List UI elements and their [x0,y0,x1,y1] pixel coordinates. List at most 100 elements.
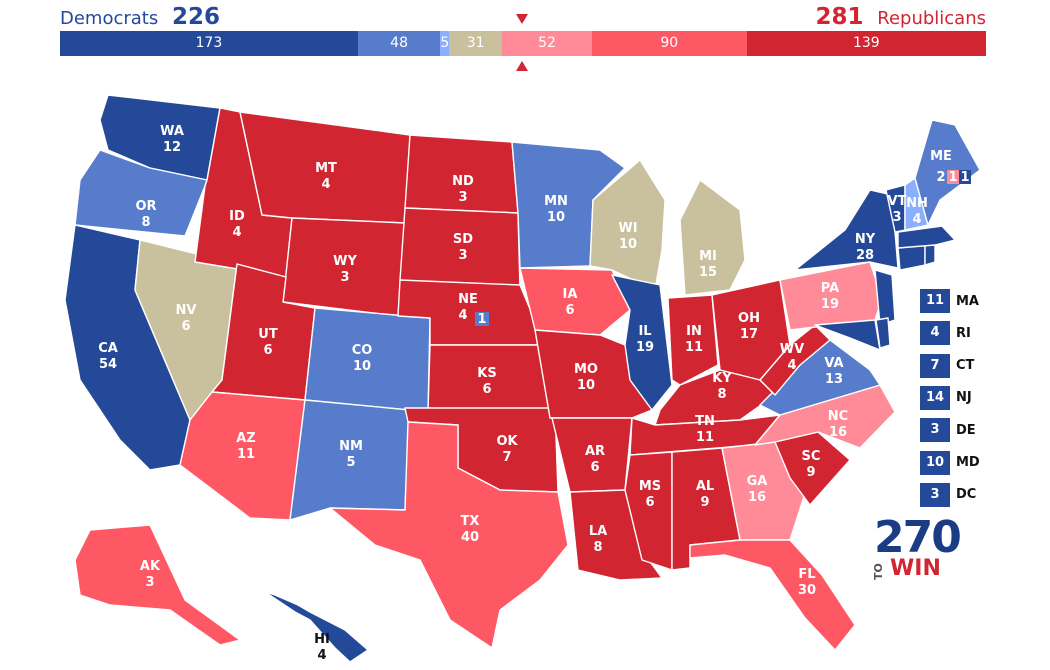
state-label-OR: OR [135,199,156,214]
state-shapes [64,94,981,663]
nebraska-district-box [475,312,489,326]
state-label-AZ: AZ [236,431,256,446]
state-label-WA: WA [160,124,184,139]
state-label-MS: MS [639,479,661,494]
state-ev-PA: 19 [821,297,839,312]
republicans-total: 281 [815,4,864,30]
state-ev-MO: 10 [577,378,595,393]
state-ev-OK: 7 [502,450,511,465]
small-state-ev-box[interactable]: 7 [920,353,950,378]
state-label-IL: IL [638,324,651,339]
small-state-row-MD[interactable]: 10 MD [920,450,980,475]
270towin-logo: 270 TO WIN [870,516,962,582]
small-state-ev-box[interactable]: 4 [920,321,950,346]
state-PA[interactable] [779,261,883,331]
state-ev-UT: 6 [263,343,272,358]
state-label-OH: OH [738,311,760,326]
small-state-code: DC [956,487,977,503]
small-state-row-RI[interactable]: 4 RI [920,321,971,346]
small-state-ev-box[interactable]: 10 [920,450,950,475]
small-state-row-DE[interactable]: 3 DE [920,418,976,443]
state-label-AL: AL [696,479,714,494]
small-state-ev-box[interactable]: 3 [920,418,950,443]
state-DE[interactable] [875,317,891,349]
state-WV[interactable] [759,324,831,396]
summary-segment-tossup: 31 [448,31,503,56]
state-label-UT: UT [258,327,278,342]
state-MD[interactable] [814,319,881,351]
small-state-code: MD [956,455,980,470]
state-TX[interactable] [329,421,569,649]
small-state-row-MA[interactable]: 11 MA [920,289,979,313]
state-label-LA: LA [589,524,607,539]
state-label-SC: SC [802,449,821,464]
summary-segment-likely_d: 48 [357,31,441,56]
state-ev-AR: 6 [590,460,599,475]
maine-district-box-2 [947,170,959,184]
state-MI[interactable] [679,179,746,296]
state-IA[interactable] [519,267,631,336]
state-OR[interactable] [74,149,208,237]
state-CT[interactable] [897,244,926,271]
democrats-header: Democrats 226 [60,4,220,30]
state-NY[interactable] [794,189,899,271]
state-label-HI: HI [314,632,330,647]
republicans-header: 281 Republicans [816,4,987,30]
small-state-row-CT[interactable]: 7 CT [920,353,975,378]
state-ev-ID: 4 [232,225,241,240]
state-label-MT: MT [315,161,337,176]
nebraska-district-value: 1 [477,312,486,327]
state-label-NE: NE [458,292,478,307]
state-FL[interactable] [689,539,856,651]
state-AK[interactable] [74,524,241,646]
state-ev-AK: 3 [145,575,154,590]
state-label-MO: MO [574,362,598,377]
summary-segment-safe_d: 173 [60,31,358,56]
state-label-IN: IN [686,324,702,339]
state-ev-WI: 10 [619,237,637,252]
state-IL[interactable] [611,274,673,411]
small-state-row-DC[interactable]: 3 DC [920,482,977,507]
small-state-code: MA [956,293,979,309]
state-ev-NH: 4 [912,212,921,227]
state-label-NM: NM [339,439,363,454]
democrats-label: Democrats [60,8,159,29]
maine-district-box-1 [935,170,947,184]
small-state-row-NJ[interactable]: 14 NJ [920,385,972,410]
state-ev-VA: 13 [825,372,843,387]
state-label-VA: VA [824,356,843,371]
state-ev-NY: 28 [856,248,874,263]
maine-district-value-2: 1 [948,170,957,185]
state-label-OK: OK [496,434,518,449]
state-ev-MN: 10 [547,210,565,225]
state-label-NH: NH [906,196,928,211]
state-WI[interactable] [589,159,666,291]
state-ev-LA: 8 [593,540,602,555]
small-state-ev-box[interactable]: 14 [920,385,950,410]
state-MS[interactable] [624,451,673,571]
state-RI[interactable] [924,244,936,266]
small-state-code: CT [956,358,975,374]
state-ev-NC: 16 [829,425,847,440]
state-ev-CO: 10 [353,359,371,374]
state-label-NY: NY [855,232,876,247]
small-state-ev-box[interactable]: 11 [920,289,950,313]
state-label-KY: KY [712,371,732,386]
state-HI[interactable] [264,591,369,663]
small-state-code: DE [956,422,976,438]
state-ev-OR: 8 [141,215,150,230]
state-IN[interactable] [667,294,719,386]
small-state-code: RI [956,325,971,341]
state-ev-WA: 12 [163,140,181,155]
state-label-NC: NC [828,409,848,424]
state-label-CA: CA [98,341,118,356]
state-label-AR: AR [585,444,605,459]
state-MA[interactable] [897,225,956,249]
state-NJ[interactable] [874,269,896,326]
270-marker-bottom-icon [516,61,528,71]
state-label-MI: MI [699,249,717,264]
small-state-ev-box[interactable]: 3 [920,482,950,507]
state-ev-IN: 11 [685,340,703,355]
state-ev-WY: 3 [340,270,349,285]
